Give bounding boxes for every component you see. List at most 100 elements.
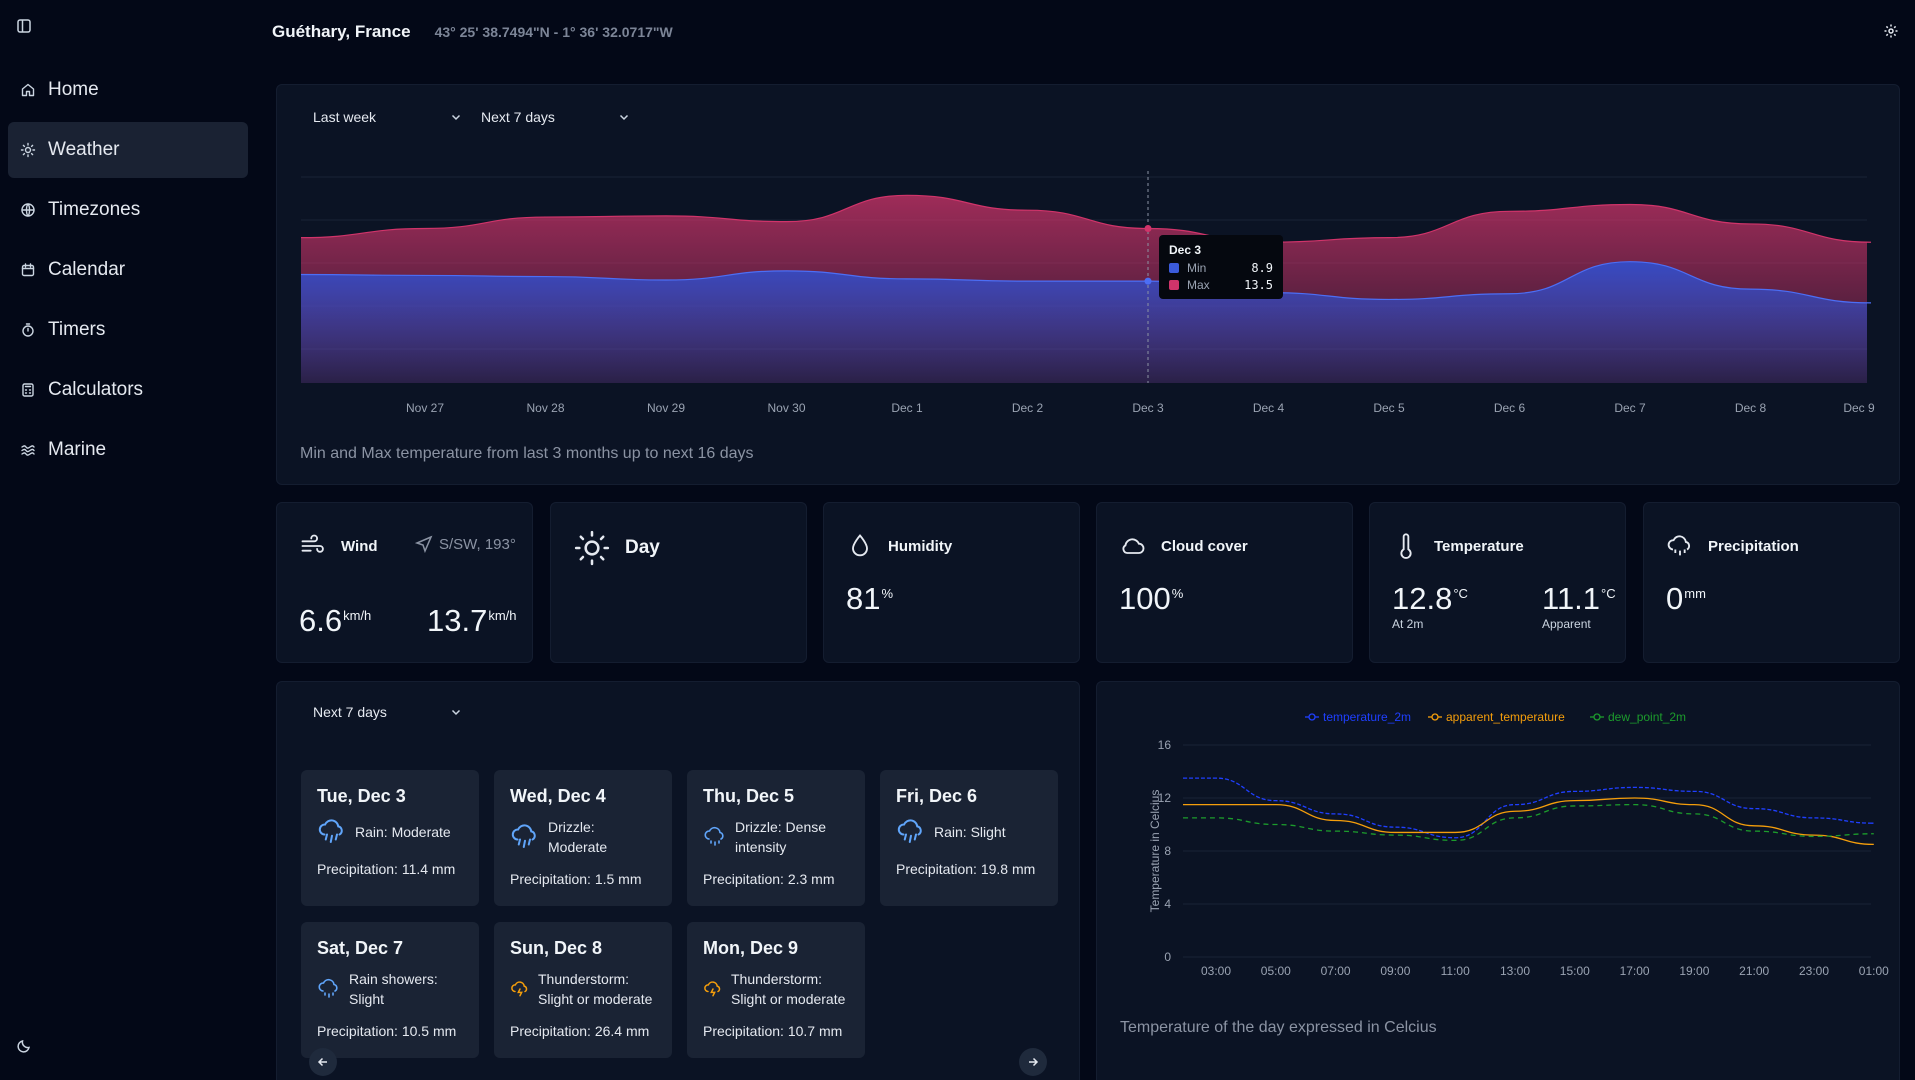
x-tick-label: 03:00 [1201, 964, 1231, 978]
forecast-day-card: Mon, Dec 9 Thunderstorm: Slight or modera… [687, 922, 865, 1058]
x-tick-label: Dec 8 [1735, 401, 1767, 415]
period-from-select[interactable]: Last week [313, 101, 463, 133]
x-tick-label: Dec 7 [1614, 401, 1646, 415]
forecast-day-condition: Rain: Slight [896, 817, 1042, 847]
x-tick-label: Dec 5 [1373, 401, 1405, 415]
x-tick-label: Dec 1 [891, 401, 923, 415]
day-temperature-card: 0 4 8 12 16 Temperature in Celcius 03:00 05:00 0… [1096, 681, 1900, 1080]
sidebar-item-label: Weather [48, 139, 120, 160]
wind-icon [301, 534, 324, 553]
forecast-day-date: Thu, Dec 5 [703, 786, 795, 806]
x-tick-label: Dec 2 [1012, 401, 1044, 415]
period-to-select[interactable]: Next 7 days [481, 101, 631, 133]
x-tick-label: 19:00 [1679, 964, 1709, 978]
sidebar-item-timezones[interactable]: Timezones [8, 182, 248, 238]
sidebar-item-marine[interactable]: Marine [8, 422, 248, 478]
x-tick-label: 07:00 [1321, 964, 1351, 978]
sidebar-item-label: Timers [48, 319, 106, 340]
daylight-title: Day [625, 537, 660, 558]
rain-icon [897, 819, 922, 843]
thermometer-icon [1400, 533, 1412, 559]
y-tick-label: 8 [1164, 844, 1171, 858]
forecast-day-date: Fri, Dec 6 [896, 786, 978, 806]
location-name: Guéthary, France [272, 22, 411, 41]
sidebar-item-calculators[interactable]: Calculators [8, 362, 248, 418]
temperature-title: Temperature [1434, 537, 1524, 555]
forecast-day-precipitation: Precipitation: 2.3 mm [703, 871, 835, 887]
x-tick-label: 11:00 [1441, 964, 1470, 978]
chevron-down-icon [451, 709, 461, 716]
x-tick-label: 17:00 [1620, 964, 1650, 978]
sidebar-nav: Home Weather Timezones Calendar Timers Calcul… [8, 62, 248, 482]
y-tick-label: 16 [1158, 738, 1172, 752]
cloud-cover-title: Cloud cover [1161, 537, 1248, 555]
navigation-arrow-icon [415, 535, 433, 553]
series-line-temperature_2m [1182, 777, 1874, 839]
forecast-prev-button[interactable] [309, 1048, 337, 1076]
legend-label: dew_point_2m [1608, 710, 1686, 724]
sidebar: Home Weather Timezones Calendar Timers Calcul… [0, 0, 260, 1080]
wind-gusts: 13.7km/h [427, 603, 517, 638]
max-line [300, 194, 1872, 243]
forecast-day-condition: Drizzle: Moderate [510, 817, 656, 857]
forecast-period-select[interactable]: Next 7 days [313, 696, 463, 728]
y-tick-label: 12 [1158, 791, 1172, 805]
location-coordinates: 43° 25' 38.7494"N - 1° 36' 32.0717"W [434, 24, 673, 40]
sidebar-item-label: Timezones [48, 199, 141, 220]
max-point [1144, 225, 1152, 232]
forecast-day-card: Fri, Dec 6 Rain: Slight Precipitation: 19.… [880, 770, 1058, 906]
sidebar-item-home[interactable]: Home [8, 62, 248, 118]
moon-icon[interactable] [16, 1038, 32, 1054]
arrow-left-icon [317, 1057, 327, 1067]
forecast-day-date: Tue, Dec 3 [317, 786, 406, 806]
legend-label: apparent_temperature [1446, 710, 1565, 724]
drizzle-icon [318, 978, 338, 998]
sidebar-item-label: Marine [48, 439, 107, 460]
rain-icon [318, 819, 343, 843]
sidebar-item-weather[interactable]: Weather [8, 122, 248, 178]
chevron-down-icon [451, 114, 461, 121]
sun-icon [574, 530, 610, 566]
wind-card: Wind S/SW, 193° 6.6km/h 13.7km/h [276, 502, 533, 663]
forecast-day-condition: Thunderstorm: Slight or moderate [703, 969, 849, 1009]
daylight-card: Day [550, 502, 807, 663]
wind-title: Wind [341, 537, 378, 555]
forecast-day-card: Sat, Dec 7 Rain showers: Slight Precipitat… [301, 922, 479, 1058]
forecast-card: Next 7 days Tue, Dec 3 Rain: Moderate Prec… [276, 681, 1080, 1080]
sidebar-toggle-icon[interactable] [16, 18, 32, 34]
forecast-next-button[interactable] [1019, 1048, 1047, 1076]
sidebar-item-timers[interactable]: Timers [8, 302, 248, 358]
tooltip-date: Dec 3 [1169, 243, 1202, 257]
thunderstorm-icon [704, 981, 721, 997]
legend-item[interactable]: apparent_temperature [1428, 710, 1565, 724]
tooltip-max-row: Max 13.5 [1169, 278, 1273, 292]
humidity-value: 81% [846, 581, 894, 616]
max-swatch [1169, 280, 1179, 290]
droplet-icon [852, 534, 868, 557]
forecast-day-precipitation: Precipitation: 1.5 mm [510, 871, 642, 887]
sidebar-item-label: Home [48, 79, 99, 100]
forecast-day-precipitation: Precipitation: 10.5 mm [317, 1023, 457, 1039]
forecast-day-card: Sun, Dec 8 Thunderstorm: Slight or modera… [494, 922, 672, 1058]
min-point [1144, 277, 1152, 285]
forecast-day-card: Thu, Dec 5 Drizzle: Dense intensity Precip… [687, 770, 865, 906]
legend-item[interactable]: dew_point_2m [1590, 710, 1686, 724]
cloud-cover-card: Cloud cover 100% [1096, 502, 1353, 663]
forecast-day-precipitation: Precipitation: 19.8 mm [896, 861, 1036, 877]
gear-icon[interactable] [1883, 23, 1899, 39]
forecast-day-date: Mon, Dec 9 [703, 938, 799, 958]
timer-icon [22, 323, 34, 337]
precipitation-value: 0mm [1666, 581, 1706, 616]
forecast-day-card: Wed, Dec 4 Drizzle: Moderate Precipitation… [494, 770, 672, 906]
x-tick-label: Nov 30 [767, 401, 805, 415]
forecast-day-date: Sat, Dec 7 [317, 938, 404, 958]
legend-item[interactable]: temperature_2m [1305, 710, 1411, 724]
x-tick-label: 21:00 [1739, 964, 1769, 978]
sidebar-item-label: Calculators [48, 379, 144, 400]
precipitation-card: Precipitation 0mm [1643, 502, 1900, 663]
sidebar-item-calendar[interactable]: Calendar [8, 242, 248, 298]
x-tick-label: Dec 9 [1843, 401, 1875, 415]
temperature-range-card: Last week Next 7 days Nov 27 Nov 28 Nov 29… [276, 84, 1900, 485]
chart-tooltip: Dec 3 Min 8.9 Max 13.5 [1159, 235, 1283, 299]
x-tick-label: Nov 27 [406, 401, 444, 415]
